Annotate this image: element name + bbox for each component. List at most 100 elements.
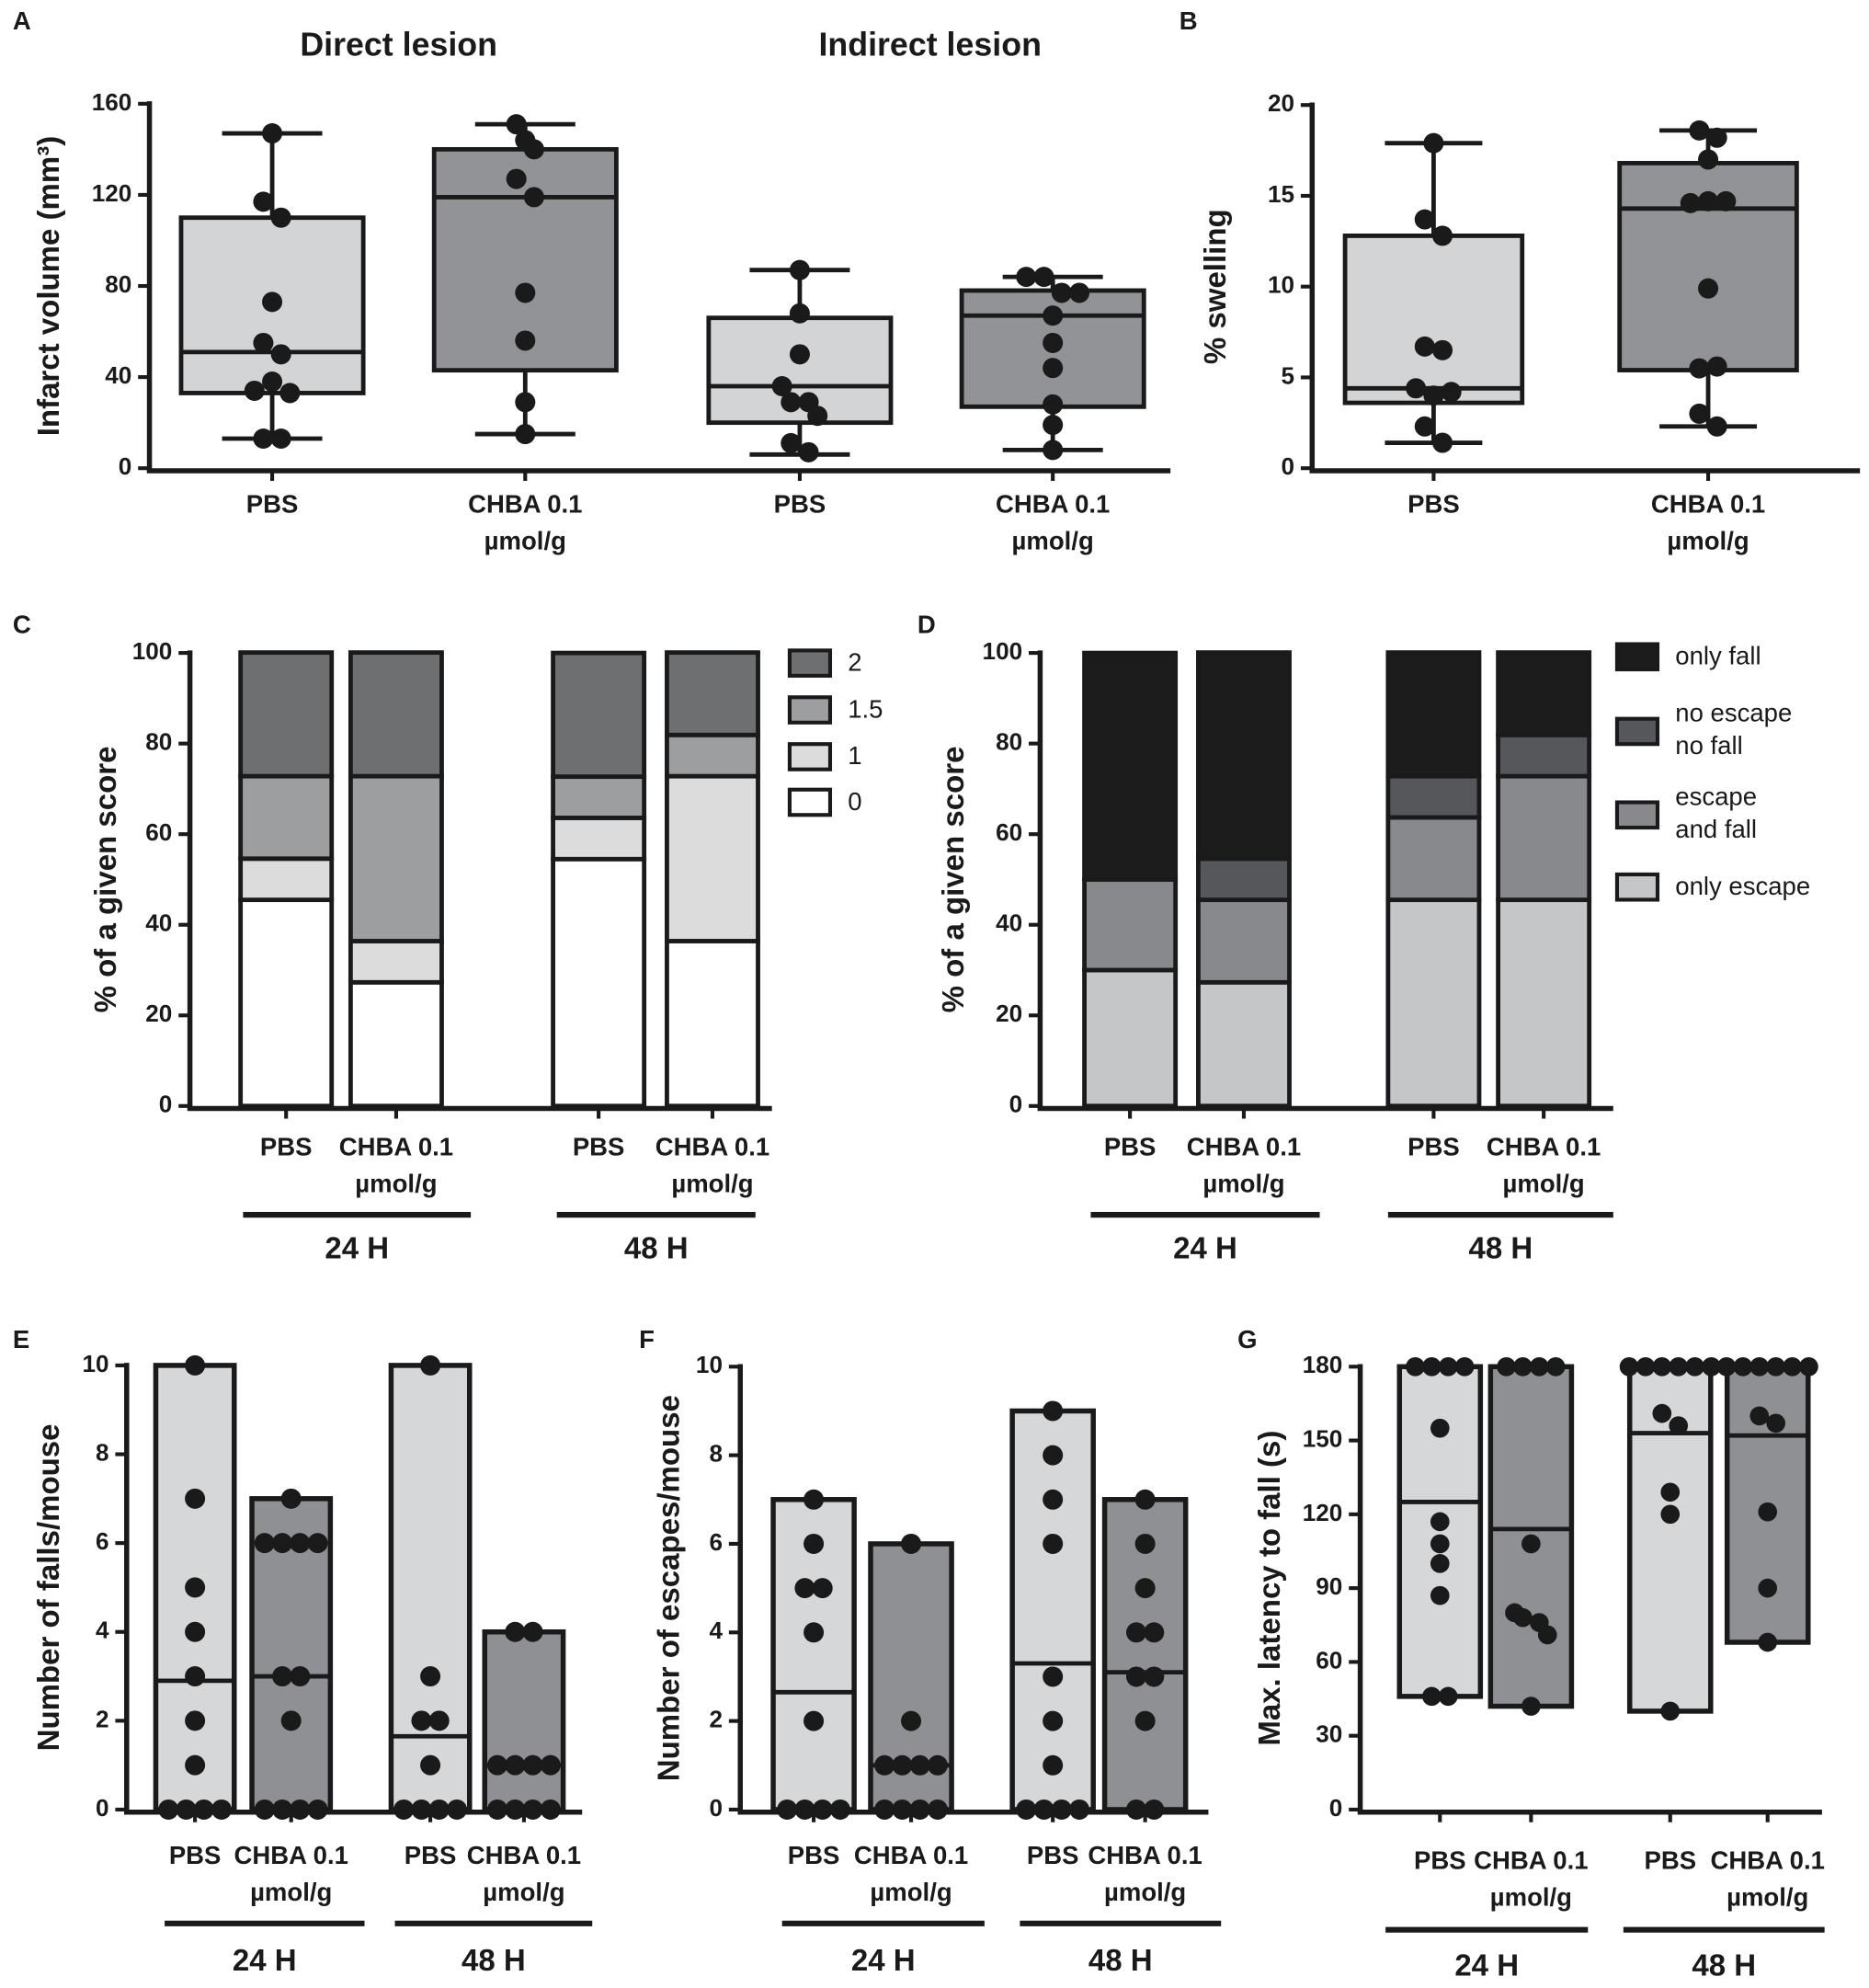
legend-label: only escape [1675, 873, 1811, 901]
data-point [909, 1754, 930, 1776]
data-point [420, 1666, 441, 1687]
data-point [185, 1488, 206, 1509]
legend-label: 0 [848, 788, 862, 817]
data-point [505, 1754, 526, 1776]
x-tick-label: CHBA 0.1 µmol/g [234, 1842, 348, 1907]
data-point [1406, 378, 1427, 399]
bar-segment [348, 979, 444, 1109]
data-point [1758, 1578, 1778, 1598]
data-point [515, 392, 536, 413]
data-point [279, 383, 301, 404]
data-point [1043, 332, 1064, 353]
y-tick-label: 100 [132, 637, 173, 665]
data-point [1660, 1701, 1681, 1721]
data-point [781, 432, 802, 453]
y-tick-label: 4 [96, 1617, 109, 1644]
y-tick-label: 0 [1281, 452, 1294, 480]
y-tick-label: 80 [145, 728, 172, 756]
data-point [505, 1621, 526, 1642]
data-point [270, 428, 291, 449]
x-tick-label: PBS [1413, 1847, 1466, 1876]
data-point [1430, 1585, 1450, 1605]
x-tick-label-box: CHBA 0.1 µmol/g [234, 1842, 348, 1907]
data-point [523, 187, 544, 208]
bar-segment [665, 773, 760, 943]
data-point [1438, 1356, 1458, 1377]
x-tick-label: CHBA 0.1 µmol/g [853, 1842, 969, 1907]
bar-segment [238, 897, 335, 1109]
data-point [1432, 432, 1453, 453]
bar-segment [1496, 897, 1592, 1109]
x-tick-label: CHBA 0.1 µmol/g [1486, 1134, 1601, 1199]
data-point [522, 1621, 543, 1642]
legend-label: 1.5 [848, 695, 883, 725]
bar-segment [1082, 650, 1179, 882]
data-point [487, 1754, 508, 1776]
data-point [1706, 127, 1727, 148]
group-label: 48 H [624, 1230, 689, 1264]
x-tick-label: PBS [1103, 1134, 1157, 1162]
data-point [420, 1354, 441, 1376]
legend-label-box: 0 [848, 788, 862, 817]
data-point [1134, 1489, 1156, 1510]
data-point [1134, 1578, 1156, 1599]
data-point [1144, 1666, 1165, 1687]
y-tick-label: 80 [996, 728, 1022, 756]
data-point [1716, 1356, 1737, 1377]
data-point [1422, 1686, 1442, 1707]
x-tick-label-box: CHBA 0.1 µmol/g [1187, 1134, 1301, 1198]
data-point [901, 1533, 922, 1554]
data-point [506, 168, 527, 189]
data-point [262, 371, 283, 393]
data-point [1706, 416, 1727, 437]
data-point [185, 1621, 206, 1642]
data-point [185, 1754, 206, 1776]
data-point [1144, 1622, 1165, 1643]
data-point [1698, 190, 1719, 211]
data-point [1799, 1356, 1818, 1377]
x-tick-label-box: CHBA 0.1 µmol/g [655, 1134, 769, 1198]
y-tick-label: 6 [709, 1528, 723, 1556]
data-point [1069, 282, 1090, 303]
data-point [1134, 1710, 1156, 1731]
x-tick-label-box: PBS [1407, 490, 1460, 520]
data-point [280, 1710, 302, 1731]
legend-swatch [1614, 716, 1660, 747]
bar-segment [1385, 815, 1482, 903]
bar-segment [1496, 650, 1592, 737]
data-point [1758, 1632, 1778, 1652]
legend-label-box: only fall [1675, 643, 1761, 670]
x-tick-label-box: CHBA 0.1 µmol/g [468, 490, 583, 556]
x-tick-label: CHBA 0.1 µmol/g [1710, 1847, 1825, 1913]
data-point [428, 1710, 450, 1731]
data-point [1430, 1418, 1450, 1438]
data-point [244, 380, 265, 401]
data-point [1521, 1697, 1541, 1716]
bar-segment [238, 856, 335, 903]
x-tick-label: PBS [1407, 490, 1460, 520]
data-point [523, 139, 544, 160]
bar-segment [551, 650, 647, 780]
x-tick-label: CHBA 0.1 µmol/g [468, 490, 583, 556]
data-point [1043, 1754, 1064, 1776]
data-point [522, 1754, 543, 1776]
x-tick-label: PBS [404, 1842, 457, 1871]
legend-swatch [1614, 800, 1660, 830]
y-tick-label: 4 [709, 1617, 723, 1644]
bar-segment [238, 650, 335, 779]
legend-label-box: 2 [848, 649, 861, 677]
y-tick-label: 90 [1316, 1572, 1342, 1600]
data-point [927, 1754, 948, 1776]
data-point [262, 123, 283, 144]
data-point [1454, 1356, 1475, 1377]
data-point [1441, 382, 1462, 403]
data-point [1423, 385, 1444, 406]
data-point [1766, 1413, 1785, 1434]
bar-segment [1385, 773, 1482, 820]
data-point [1043, 415, 1064, 436]
x-tick-label-box: PBS [1027, 1843, 1079, 1870]
legend-swatch [1614, 642, 1660, 672]
y-tick-label: 10 [696, 1351, 723, 1378]
data-point [1545, 1356, 1566, 1377]
